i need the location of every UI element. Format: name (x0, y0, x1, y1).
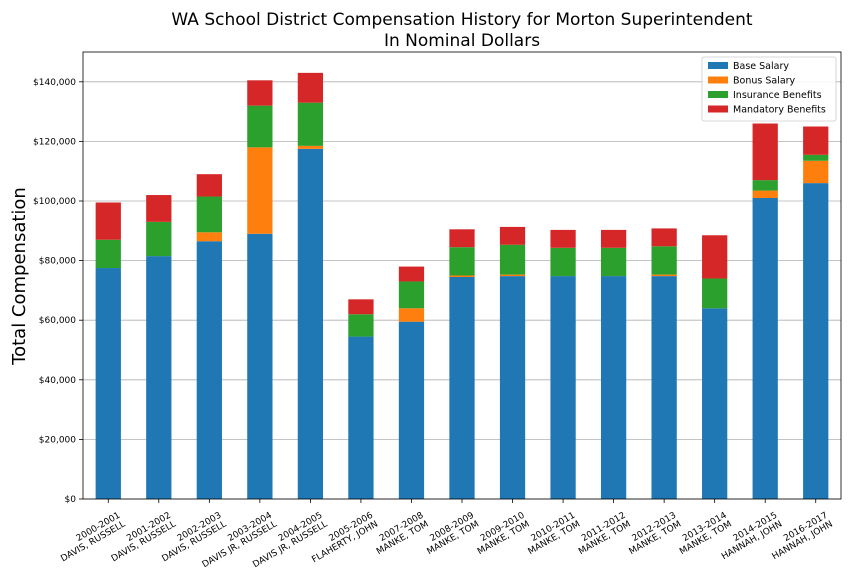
legend-label: Mandatory Benefits (733, 105, 826, 116)
bar-segment-base-salary (95, 268, 121, 499)
legend-label: Bonus Salary (733, 76, 796, 87)
bar-segment-base-salary (146, 256, 172, 499)
bars-group (95, 72, 829, 500)
legend-swatch (708, 62, 728, 69)
bar-segment-base-salary (600, 276, 627, 499)
bar-segment-base-salary (348, 336, 374, 499)
bar-segment-insurance-benefits (247, 105, 273, 148)
y-tick-label: $60,000 (39, 316, 76, 326)
legend-swatch (708, 105, 728, 113)
bar-segment-base-salary (550, 276, 576, 499)
bar-segment-mandatory-benefits (146, 195, 172, 222)
bar-segment-bonus-salary (297, 145, 324, 149)
bar-segment-mandatory-benefits (600, 229, 627, 248)
bar-segment-base-salary (297, 148, 324, 499)
bar-segment-mandatory-benefits (651, 228, 677, 247)
bar-segment-mandatory-benefits (297, 72, 324, 103)
bar-segment-insurance-benefits (550, 247, 576, 277)
bar-segment-base-salary (702, 308, 728, 499)
bar-segment-mandatory-benefits (499, 226, 526, 245)
bar-segment-bonus-salary (449, 275, 475, 277)
y-tick-label: $20,000 (39, 435, 76, 445)
bar-segment-mandatory-benefits (449, 229, 475, 248)
bar-segment-mandatory-benefits (752, 123, 778, 181)
bar-segment-mandatory-benefits (196, 174, 222, 197)
legend-frame (701, 56, 837, 122)
bar-segment-bonus-salary (196, 232, 222, 242)
bar-segment-insurance-benefits (297, 102, 324, 146)
bar-segment-insurance-benefits (146, 221, 172, 257)
legend-swatch (708, 91, 728, 98)
bar-segment-base-salary (803, 183, 829, 499)
bar-segment-bonus-salary (803, 160, 829, 184)
y-tick-label: $100,000 (33, 197, 76, 207)
bar-segment-insurance-benefits (600, 247, 627, 277)
bar-segment-bonus-salary (398, 308, 425, 322)
y-axis-label: Total Compensation (9, 187, 30, 366)
bar-segment-base-salary (752, 198, 778, 499)
bar-segment-bonus-salary (247, 147, 273, 234)
bar-segment-insurance-benefits (651, 246, 677, 275)
legend-swatch (708, 76, 728, 84)
bar-segment-base-salary (196, 241, 222, 500)
legend: Base Salary Bonus Salary Insurance Benefit… (701, 56, 837, 122)
y-tick-label: $0 (65, 495, 77, 505)
bar-segment-mandatory-benefits (702, 235, 728, 279)
bar-segment-base-salary (398, 321, 425, 499)
y-tick-label: $40,000 (39, 376, 76, 386)
bar-segment-mandatory-benefits (348, 299, 374, 315)
bar-segment-base-salary (449, 276, 475, 499)
bar-segment-mandatory-benefits (803, 126, 829, 155)
bar-segment-mandatory-benefits (398, 266, 425, 282)
y-tick-label: $120,000 (33, 137, 76, 147)
bar-segment-insurance-benefits (499, 244, 526, 275)
bar-segment-base-salary (651, 276, 677, 499)
bar-segment-base-salary (499, 276, 526, 499)
bar-segment-mandatory-benefits (95, 202, 121, 240)
bar-segment-insurance-benefits (398, 281, 425, 309)
bar-segment-insurance-benefits (702, 278, 728, 309)
bar-segment-bonus-salary (651, 274, 677, 277)
bar-segment-insurance-benefits (95, 239, 121, 269)
y-axis-ticks: $0 $20,000 $40,000 $60,000 $80,000 $100,000 $1… (33, 78, 83, 505)
bar-segment-insurance-benefits (752, 180, 778, 191)
bar-segment-base-salary (247, 233, 273, 499)
bar-segment-bonus-salary (499, 274, 526, 277)
bar-segment-mandatory-benefits (247, 80, 273, 106)
legend-label: Insurance Benefits (733, 90, 822, 101)
chart-title-line1: WA School District Compensation History … (171, 10, 753, 30)
bar-segment-insurance-benefits (348, 314, 374, 337)
bar-segment-insurance-benefits (196, 196, 222, 233)
bar-segment-insurance-benefits (449, 247, 475, 276)
bar-segment-mandatory-benefits (550, 229, 576, 248)
bar-segment-insurance-benefits (803, 154, 829, 161)
bar-segment-bonus-salary (752, 190, 778, 199)
y-tick-label: $140,000 (33, 78, 76, 88)
legend-label: Base Salary (733, 61, 789, 72)
chart-title-line2: In Nominal Dollars (384, 31, 540, 51)
y-tick-label: $80,000 (39, 257, 76, 267)
